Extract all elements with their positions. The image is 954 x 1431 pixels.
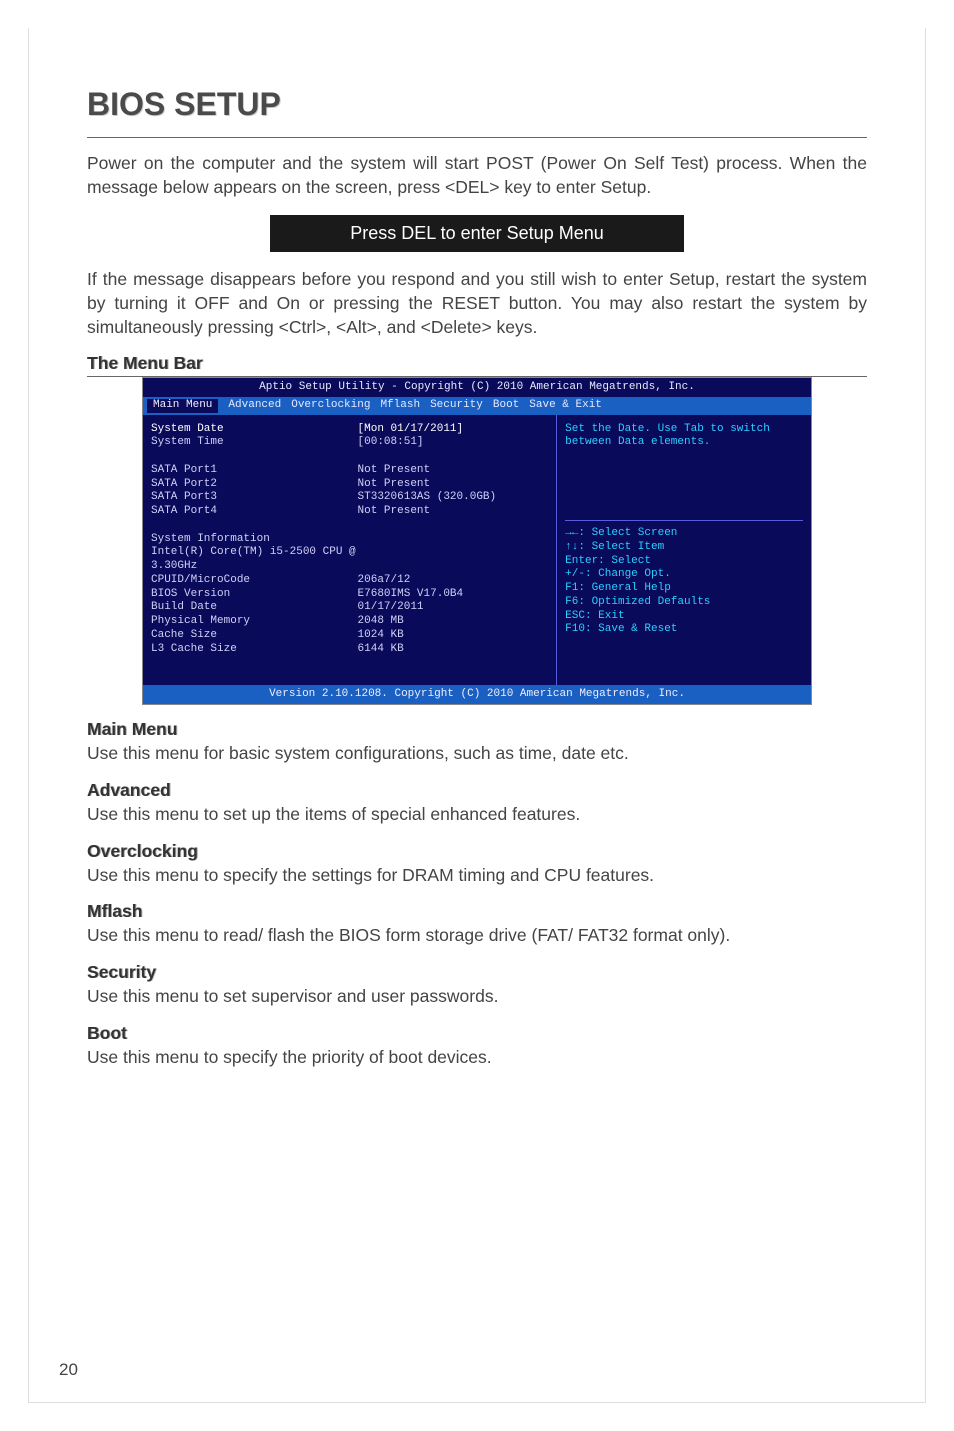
- bios-tab: Save & Exit: [529, 399, 602, 413]
- section-label: Main Menu: [87, 719, 867, 740]
- section-description: Use this menu to set up the items of spe…: [87, 803, 867, 827]
- bios-tab: Overclocking: [291, 399, 370, 413]
- sections: Main MenuUse this menu for basic system …: [87, 719, 867, 1069]
- bios-nav-help-line: F1: General Help: [565, 582, 803, 596]
- bios-tab: Boot: [493, 399, 519, 413]
- page-frame: BIOS SETUP Power on the computer and the…: [28, 28, 926, 1403]
- bios-left-panel: System Date[Mon 01/17/2011]System Time[0…: [143, 415, 557, 685]
- section-description: Use this menu to specify the priority of…: [87, 1046, 867, 1070]
- bios-field-row: System Time[00:08:51]: [151, 436, 548, 450]
- bios-right-panel: Set the Date. Use Tab to switch between …: [557, 415, 811, 685]
- section-label: Security: [87, 962, 867, 983]
- intro-paragraph-1: Power on the computer and the system wil…: [87, 152, 867, 199]
- bios-field-row: SATA Port2Not Present: [151, 478, 548, 492]
- section-description: Use this menu to specify the settings fo…: [87, 864, 867, 888]
- section-label: Advanced: [87, 780, 867, 801]
- bios-nav-help: →←: Select Screen↑↓: Select ItemEnter: S…: [565, 520, 803, 637]
- bios-body: System Date[Mon 01/17/2011]System Time[0…: [143, 415, 811, 685]
- page-title: BIOS SETUP: [87, 86, 867, 138]
- bios-field-row: L3 Cache Size6144 KB: [151, 643, 548, 657]
- bios-field-row: CPUID/MicroCode206a7/12: [151, 574, 548, 588]
- section-description: Use this menu to set supervisor and user…: [87, 985, 867, 1009]
- section-label: Overclocking: [87, 841, 867, 862]
- bios-field-row: System Information: [151, 533, 548, 547]
- bios-field-row: Cache Size1024 KB: [151, 629, 548, 643]
- bios-field-row: Physical Memory2048 MB: [151, 615, 548, 629]
- bios-field-row: SATA Port1Not Present: [151, 464, 548, 478]
- bios-nav-help-line: ESC: Exit: [565, 610, 803, 624]
- bios-nav-help-line: +/-: Change Opt.: [565, 568, 803, 582]
- bios-field-row: Build Date01/17/2011: [151, 601, 548, 615]
- page-number: 20: [59, 1360, 78, 1380]
- section-description: Use this menu for basic system configura…: [87, 742, 867, 766]
- bios-nav-help-line: F10: Save & Reset: [565, 623, 803, 637]
- bios-tab: Advanced: [228, 399, 281, 413]
- bios-nav-help-line: ↑↓: Select Item: [565, 541, 803, 555]
- bios-tab: Mflash: [380, 399, 420, 413]
- bios-footer: Version 2.10.1208. Copyright (C) 2010 Am…: [143, 685, 811, 705]
- bios-field-row: BIOS VersionE7680IMS V17.0B4: [151, 588, 548, 602]
- bios-field-row: Intel(R) Core(TM) i5-2500 CPU @ 3.30GHz: [151, 546, 548, 574]
- section-label: Mflash: [87, 901, 867, 922]
- press-del-wrap: Press DEL to enter Setup Menu: [87, 215, 867, 252]
- bios-menu-bar: Main Menu Advanced Overclocking Mflash Secur…: [143, 397, 811, 415]
- press-del-banner: Press DEL to enter Setup Menu: [270, 215, 683, 252]
- menu-bar-heading: The Menu Bar: [87, 353, 867, 377]
- bios-nav-help-line: →←: Select Screen: [565, 527, 803, 541]
- section-description: Use this menu to read/ flash the BIOS fo…: [87, 924, 867, 948]
- bios-title-bar: Aptio Setup Utility - Copyright (C) 2010…: [143, 378, 811, 397]
- bios-help-text: Set the Date. Use Tab to switch between …: [565, 423, 803, 451]
- bios-tab: Main Menu: [147, 399, 218, 413]
- bios-field-row: System Date[Mon 01/17/2011]: [151, 423, 548, 437]
- bios-nav-help-line: Enter: Select: [565, 555, 803, 569]
- bios-field-row: SATA Port3ST3320613AS (320.0GB): [151, 491, 548, 505]
- bios-field-row: SATA Port4Not Present: [151, 505, 548, 519]
- intro-paragraph-2: If the message disappears before you res…: [87, 268, 867, 339]
- bios-nav-help-line: F6: Optimized Defaults: [565, 596, 803, 610]
- bios-tab: Security: [430, 399, 483, 413]
- bios-screenshot: Aptio Setup Utility - Copyright (C) 2010…: [142, 377, 812, 705]
- section-label: Boot: [87, 1023, 867, 1044]
